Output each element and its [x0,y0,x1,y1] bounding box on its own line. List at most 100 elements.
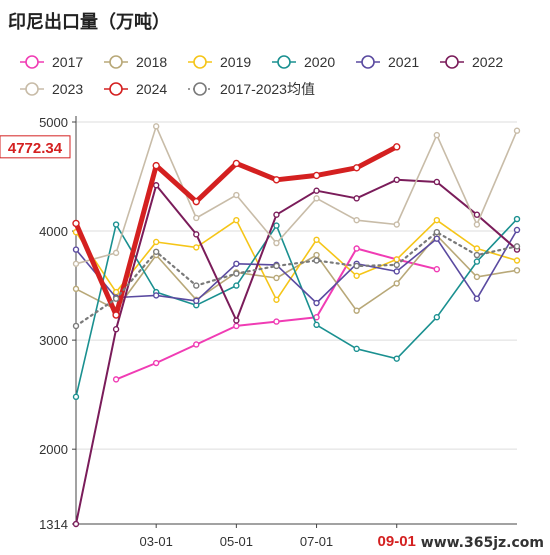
data-point [433,131,441,139]
data-point [393,280,400,287]
legend-item: 2021 [356,54,419,70]
data-point [433,228,441,236]
legend-item: 2024 [104,81,167,97]
data-point [273,239,280,247]
grid [76,121,517,450]
data-point [192,197,200,206]
data-point [193,244,200,251]
x-tick-label: 09-01 [378,533,416,550]
data-point [273,318,280,325]
x-tick-label: 03-01 [140,534,173,549]
legend-swatch-marker [445,55,459,69]
data-point [193,297,200,305]
y-tick-label: 1314 [39,517,68,532]
current-value-label: 4772.34 [8,140,63,157]
series-line [74,231,519,327]
x-tick-label: 07-01 [300,534,333,549]
data-point [513,243,521,250]
data-point [272,176,281,184]
legend-item: 2023 [20,81,83,97]
data-point [313,321,320,329]
data-point [72,393,80,401]
data-point [72,246,80,253]
legend-label: 2017 [52,54,83,70]
data-point [273,296,280,303]
data-point [112,288,120,296]
data-point [112,295,120,302]
data-point [353,307,360,314]
series-2020 [72,215,521,401]
legend-swatch-marker [277,55,291,69]
data-point [233,216,240,224]
data-point [152,292,160,299]
legend: 2017 2018 2019 2020 2021 2022 2023 2024 2017-202… [20,54,503,97]
data-point [433,216,441,224]
y-tick-label: 2000 [39,442,68,457]
data-point [72,520,80,528]
data-point [513,215,521,223]
data-point [513,267,521,274]
data-point [353,272,360,279]
data-point [152,182,160,189]
data-point [353,345,360,353]
data-point [312,171,321,180]
data-point [233,317,240,324]
data-point [313,257,320,264]
data-point [473,221,481,228]
data-point [473,211,481,218]
legend-swatch-marker [25,82,39,96]
legend-swatch-marker [193,82,207,96]
current-value-box [0,135,71,159]
data-point [72,219,80,228]
watermark: www.365jz.com [420,535,544,551]
legend-label: 2017-2023均值 [220,81,315,97]
legend-label: 2023 [52,81,83,97]
data-point [353,262,360,270]
data-point [273,222,280,229]
series-2017-2023均值 [72,228,521,330]
legend-item: 2022 [440,54,503,70]
data-point [393,355,400,362]
data-point [152,359,160,367]
data-point [352,164,361,172]
data-point [313,251,320,259]
data-point [393,221,400,228]
data-point [72,322,80,330]
legend-label: 2021 [388,54,419,70]
data-point [393,268,400,275]
data-point [513,257,521,264]
y-tick-label: 5000 [39,115,68,130]
data-point [313,236,320,243]
y-tick-label: 3000 [39,333,68,348]
legend-label: 2020 [304,54,335,70]
data-point [193,282,200,289]
data-point [193,214,200,222]
data-point [433,266,441,273]
data-point [473,251,481,259]
data-point [193,341,200,348]
legend-item: 2019 [188,54,251,70]
legend-item: 2020 [272,54,335,70]
data-point [433,178,441,186]
data-point [233,270,240,277]
data-point [193,231,200,238]
legend-label: 2018 [136,54,167,70]
legend-swatch-marker [109,55,123,69]
legend-item: 2018 [104,54,167,70]
x-tick-label: 05-01 [220,534,253,549]
data-point [313,299,320,307]
data-point [112,326,120,333]
legend-item: 2017 [20,54,83,70]
data-point [112,221,120,228]
data-point [233,191,240,199]
legend-label: 2024 [136,81,167,97]
data-point [232,159,241,168]
data-point [112,376,120,383]
data-point [72,285,80,293]
data-point [152,238,160,246]
series-line [75,178,518,525]
data-point [112,249,120,257]
data-point [433,235,441,242]
data-point [513,127,521,134]
